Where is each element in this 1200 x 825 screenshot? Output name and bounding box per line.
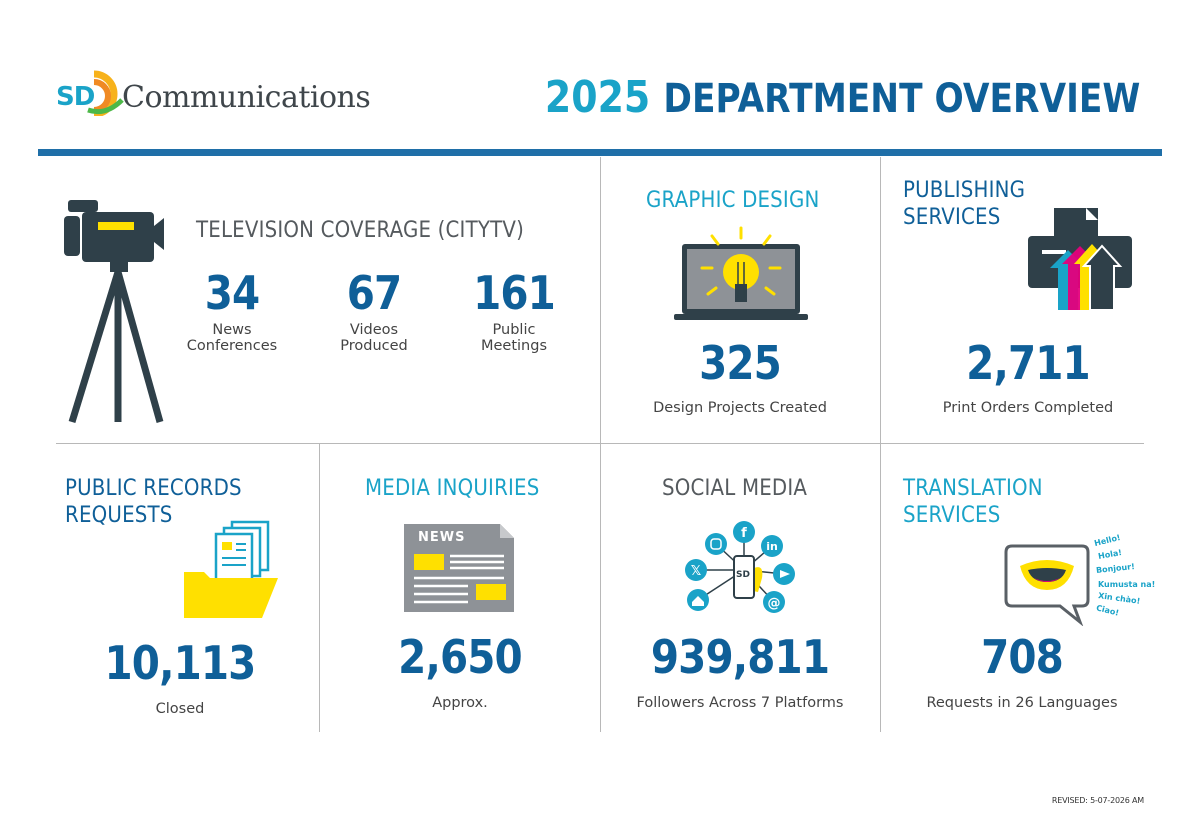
divider-v2 [880, 157, 881, 443]
tv-stat-news: 34 News Conferences [180, 266, 284, 354]
newspaper-icon: NEWS [404, 524, 514, 612]
greeting: Ciao! [1095, 603, 1120, 618]
speech-bubble-mouth-icon [1004, 544, 1090, 626]
logo: SD Communications [56, 70, 416, 120]
publishing-value: 2,711 [966, 336, 1091, 390]
greeting: Xin chào! [1097, 591, 1141, 606]
x-icon [685, 559, 707, 581]
svg-text:f: f [741, 526, 747, 541]
divider-h [56, 443, 1144, 444]
divider-v4 [600, 444, 601, 732]
divider-v5 [880, 444, 881, 732]
printer-icon [1028, 208, 1132, 311]
page-title: 2025 DEPARTMENT OVERVIEW [545, 72, 1140, 123]
tv-stat-meetings: 161 Public Meetings [462, 266, 566, 354]
publishing-label: Print Orders Completed [942, 400, 1114, 416]
tv-stat-label: News Conferences [186, 322, 278, 354]
publishing-title-line2: SERVICES [903, 205, 1001, 230]
revised-note: REVISED: 5-07-2026 AM [1051, 796, 1144, 805]
graphic-title: GRAPHIC DESIGN [646, 188, 820, 213]
tv-stat-value: 34 [204, 266, 260, 320]
facebook-icon [733, 521, 755, 543]
publishing-title-line1: PUBLISHING [903, 178, 1026, 203]
records-title-line2: REQUESTS [65, 503, 173, 528]
translation-value: 708 [981, 630, 1064, 684]
threads-icon [763, 591, 785, 613]
media-label: Approx. [432, 695, 488, 711]
graphic-label: Design Projects Created [653, 400, 827, 416]
laptop-lightbulb-icon [674, 226, 808, 320]
records-title-line1: PUBLIC RECORDS [65, 476, 242, 501]
greeting: Kumusta na! [1098, 580, 1156, 589]
title-rest: DEPARTMENT OVERVIEW [663, 76, 1140, 122]
logo-text: Communications [122, 80, 371, 115]
tv-stat-videos: 67 Videos Produced [322, 266, 426, 354]
video-camera-on-tripod-icon [64, 200, 164, 424]
greeting: Bonjour! [1095, 561, 1136, 576]
svg-text:in: in [766, 540, 778, 553]
graphic-value: 325 [699, 336, 782, 390]
phone-logo-mark: SD [736, 570, 750, 580]
logo-mark: SD [56, 82, 95, 112]
media-title: MEDIA INQUIRIES [365, 476, 540, 501]
tv-stat-label: Videos Produced [340, 322, 408, 354]
linkedin-icon [761, 535, 783, 557]
svg-text:@: @ [768, 596, 781, 611]
media-value: 2,650 [398, 630, 523, 684]
instagram-icon [705, 533, 727, 555]
title-year: 2025 [544, 72, 650, 123]
translation-title-line1: TRANSLATION [903, 476, 1043, 501]
social-label: Followers Across 7 Platforms [636, 695, 844, 711]
logo-sun-icon [87, 70, 124, 116]
social-value: 939,811 [650, 630, 830, 684]
header-rule [38, 149, 1162, 156]
tv-stat-label: Public Meetings [480, 322, 547, 354]
divider-v1 [600, 157, 601, 443]
divider-v3 [319, 444, 320, 732]
news-masthead: NEWS [418, 530, 466, 545]
translation-label: Requests in 26 Languages [926, 695, 1118, 711]
tv-stat-value: 161 [473, 266, 556, 320]
folder-documents-icon [184, 520, 278, 618]
greeting: Hello! [1093, 532, 1122, 549]
records-value: 10,113 [104, 636, 257, 690]
greetings-list: Hello! Hola! Bonjour! Kumusta na! Xin ch… [1093, 532, 1174, 618]
phone-social-network-icon: f in 𝕏 @ SD [678, 520, 802, 616]
social-title: SOCIAL MEDIA [662, 476, 808, 501]
tv-stat-value: 67 [346, 266, 402, 320]
records-label: Closed [155, 701, 205, 717]
translation-title-line2: SERVICES [903, 503, 1001, 528]
tv-title: TELEVISION COVERAGE (CITYTV) [196, 218, 525, 243]
svg-text:𝕏: 𝕏 [691, 564, 702, 579]
greeting: Hola! [1097, 547, 1123, 562]
